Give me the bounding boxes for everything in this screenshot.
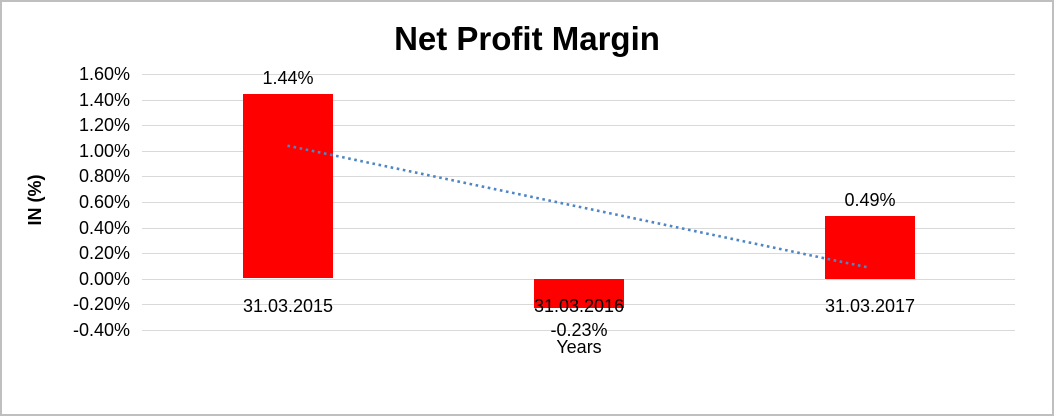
x-axis-category-label: 31.03.2016 bbox=[533, 296, 625, 316]
data-label: 0.49% bbox=[844, 190, 896, 210]
y-axis-title: IN (%) bbox=[25, 174, 45, 226]
data-label: -0.23% bbox=[550, 320, 608, 340]
bar-31.03.2015 bbox=[243, 94, 333, 278]
y-axis-tick-label: 1.00% bbox=[78, 141, 130, 161]
y-axis-tick-label: 0.40% bbox=[78, 218, 130, 238]
chart-title: Net Profit Margin bbox=[394, 20, 660, 57]
y-axis-tick-label: 1.60% bbox=[78, 64, 130, 84]
bar-31.03.2016 bbox=[534, 279, 624, 308]
y-axis-tick-label: -0.40% bbox=[72, 320, 130, 340]
gridline bbox=[142, 100, 1015, 101]
y-axis-tick-label: 0.20% bbox=[78, 243, 130, 263]
gridline bbox=[142, 74, 1015, 75]
gridline bbox=[142, 125, 1015, 126]
x-axis-title: Years bbox=[556, 337, 602, 357]
y-axis-tick-label: 1.40% bbox=[78, 90, 130, 110]
data-label: 1.44% bbox=[262, 68, 314, 88]
y-axis-tick-label: -0.20% bbox=[72, 294, 130, 314]
bar-31.03.2017 bbox=[825, 216, 915, 279]
x-axis-category-label: 31.03.2017 bbox=[824, 296, 916, 316]
gridline bbox=[142, 330, 1015, 331]
y-axis-tick-label: 0.60% bbox=[78, 192, 130, 212]
y-axis-tick-label: 0.00% bbox=[78, 269, 130, 289]
y-axis-tick-label: 1.20% bbox=[78, 115, 130, 135]
x-axis-category-label: 31.03.2015 bbox=[242, 296, 334, 316]
y-axis-tick-label: 0.80% bbox=[78, 166, 130, 186]
